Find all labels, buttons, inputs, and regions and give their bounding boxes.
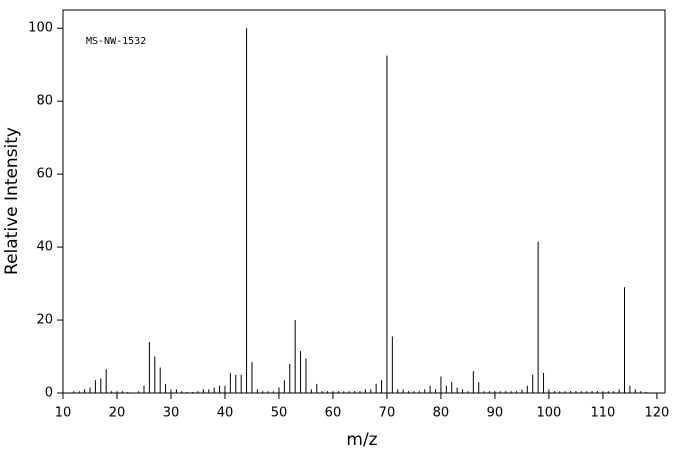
y-tick-label: 80: [36, 94, 53, 109]
x-tick-label: 90: [487, 406, 504, 421]
x-tick-label: 120: [644, 406, 669, 421]
y-tick-label: 60: [36, 167, 53, 182]
annotation: MS-NW-1532: [86, 36, 146, 47]
x-tick-label: 60: [325, 406, 342, 421]
x-tick-label: 80: [433, 406, 450, 421]
y-tick-label: 20: [36, 313, 53, 328]
x-tick-label: 50: [271, 406, 288, 421]
x-tick-label: 70: [379, 406, 396, 421]
x-tick-label: 100: [537, 406, 562, 421]
x-tick-label: 10: [55, 406, 72, 421]
x-axis-label: m/z: [346, 430, 377, 450]
y-tick-label: 40: [36, 240, 53, 255]
plot-frame: [62, 9, 666, 394]
x-tick-label: 20: [109, 406, 126, 421]
y-axis-label: Relative Intensity: [2, 127, 22, 275]
x-tick-label: 110: [590, 406, 615, 421]
y-tick-label: 0: [45, 386, 53, 401]
x-tick-label: 40: [217, 406, 234, 421]
x-tick-label: 30: [163, 406, 180, 421]
y-tick-label: 100: [28, 21, 53, 36]
